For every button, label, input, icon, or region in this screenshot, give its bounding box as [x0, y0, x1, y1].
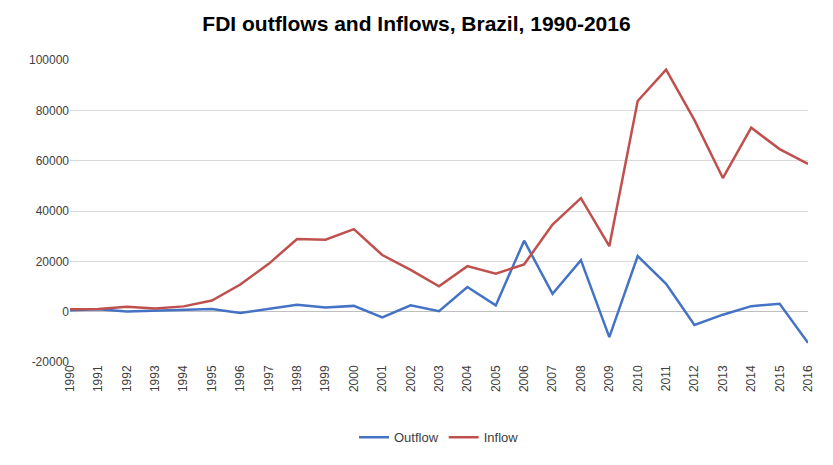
- svg-text:20000: 20000: [36, 255, 70, 269]
- svg-text:1997: 1997: [262, 365, 276, 392]
- svg-text:2010: 2010: [631, 365, 645, 392]
- svg-text:0: 0: [62, 305, 69, 319]
- svg-text:2014: 2014: [744, 365, 758, 392]
- svg-text:1991: 1991: [91, 365, 105, 392]
- svg-text:2013: 2013: [716, 365, 730, 392]
- svg-text:2009: 2009: [602, 365, 616, 392]
- svg-text:2015: 2015: [773, 365, 787, 392]
- svg-text:-20000: -20000: [32, 355, 70, 369]
- svg-text:2012: 2012: [687, 365, 701, 392]
- svg-text:2004: 2004: [460, 365, 474, 392]
- svg-text:2006: 2006: [517, 365, 531, 392]
- svg-text:1994: 1994: [176, 365, 190, 392]
- svg-text:2005: 2005: [489, 365, 503, 392]
- svg-text:80000: 80000: [36, 104, 70, 118]
- svg-text:2002: 2002: [404, 365, 418, 392]
- svg-text:1993: 1993: [148, 365, 162, 392]
- svg-text:Inflow: Inflow: [484, 430, 519, 445]
- svg-text:1992: 1992: [120, 365, 134, 392]
- svg-text:1995: 1995: [205, 365, 219, 392]
- svg-text:100000: 100000: [29, 53, 69, 67]
- svg-text:2016: 2016: [801, 365, 815, 392]
- svg-text:2011: 2011: [659, 365, 673, 391]
- svg-text:1990: 1990: [63, 365, 77, 392]
- svg-text:1996: 1996: [233, 365, 247, 392]
- svg-text:1999: 1999: [318, 365, 332, 392]
- svg-text:1998: 1998: [290, 365, 304, 392]
- svg-text:FDI outflows and Inflows, Braz: FDI outflows and Inflows, Brazil, 1990-2…: [202, 12, 630, 35]
- svg-text:2007: 2007: [545, 365, 559, 392]
- svg-text:60000: 60000: [36, 154, 70, 168]
- svg-text:40000: 40000: [36, 204, 70, 218]
- svg-text:2000: 2000: [347, 365, 361, 392]
- svg-text:2008: 2008: [574, 365, 588, 392]
- svg-text:Outflow: Outflow: [394, 430, 439, 445]
- svg-text:2003: 2003: [432, 365, 446, 392]
- svg-text:2001: 2001: [375, 365, 389, 392]
